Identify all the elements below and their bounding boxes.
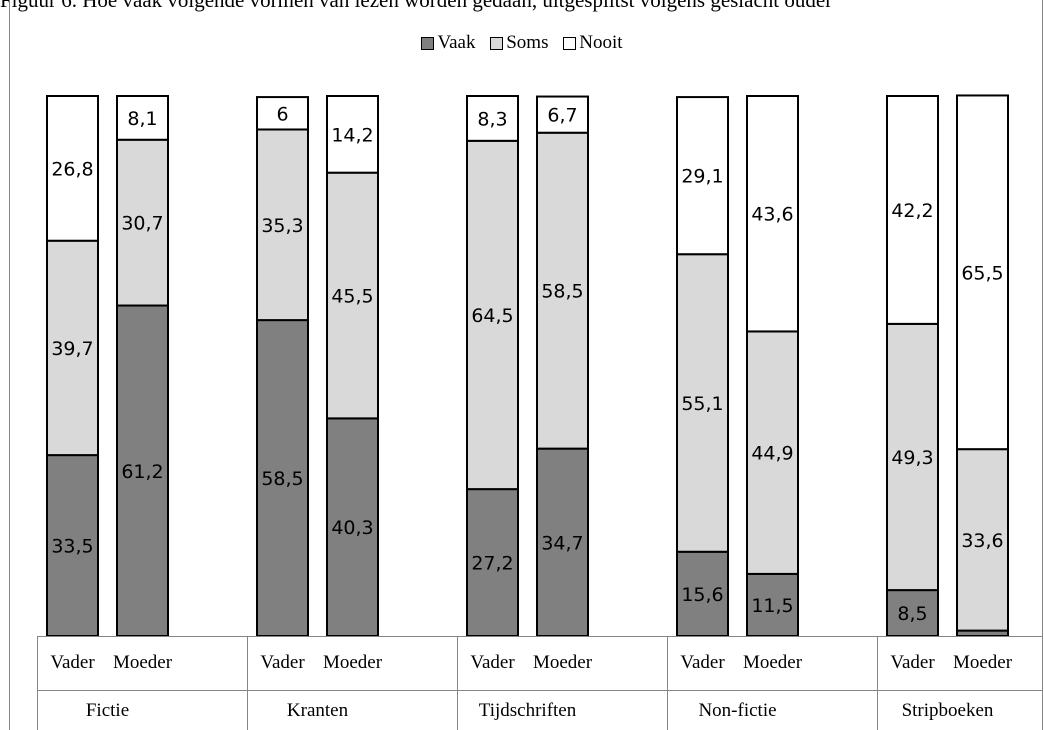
bar-segment-nooit-1 [116,95,169,141]
bar-segment-vaak-2 [256,319,309,637]
x-tick-label-7: Moeder [743,652,803,673]
bar-segment-nooit-2 [256,96,309,131]
x-tick-label-9: Moeder [953,652,1013,673]
bar-segment-soms-2 [256,128,309,322]
bar-segment-nooit-9 [956,94,1009,451]
bar-segment-nooit-5 [536,95,589,134]
bar-segment-vaak-4 [466,488,519,637]
x-group-label-non-fictie: Non-fictie [698,700,776,721]
x-tick-label-2: Vader [260,652,305,673]
data-label-nooit-2: 6 [276,103,288,125]
x-tick-label-6: Vader [680,652,725,673]
bar-segment-soms-5 [536,131,589,450]
data-label-soms-8: 49,3 [891,447,933,469]
bar-segment-soms-7 [746,330,799,575]
data-label-soms-9: 33,6 [961,530,1003,552]
x-group-label-kranten: Kranten [287,700,349,721]
figure-title: Figuur 6. Hoe vaak volgende vormen van l… [0,0,833,12]
legend-item-vaak: Vaak [421,32,475,54]
data-label-nooit-5: 6,7 [547,105,577,127]
data-label-nooit-7: 43,6 [751,204,793,226]
bar-segment-vaak-1 [116,304,169,637]
data-label-nooit-6: 29,1 [681,166,723,188]
data-label-soms-0: 39,7 [51,338,93,360]
x-tick-label-0: Vader [50,652,95,673]
x-group-label-stripboeken: Stripboeken [902,700,994,721]
data-label-vaak-4: 27,2 [471,553,513,575]
bar-segment-soms-6 [676,253,729,553]
bar-segment-soms-0 [46,239,99,457]
legend-item-nooit: Nooit [563,32,623,54]
x-tick-label-4: Vader [470,652,515,673]
legend-label-nooit: Nooit [579,32,623,53]
data-label-nooit-0: 26,8 [51,158,93,180]
x-tick-label-5: Moeder [533,652,593,673]
legend-swatch-soms [490,36,504,50]
data-label-soms-1: 30,7 [121,213,163,235]
data-label-vaak-7: 11,5 [751,595,793,617]
bar-segment-nooit-8 [886,95,939,325]
bar-segment-nooit-7 [746,95,799,333]
bar-segment-vaak-6 [676,550,729,638]
bar-segment-vaak-7 [746,572,799,638]
legend-swatch-vaak [421,36,435,50]
data-label-nooit-9: 65,5 [961,262,1003,284]
data-label-vaak-2: 58,5 [261,468,303,490]
data-label-vaak-5: 34,7 [541,532,583,554]
x-group-label-tijdschriften: Tijdschriften [479,700,577,721]
data-label-soms-4: 64,5 [471,305,513,327]
data-label-soms-2: 35,3 [261,215,303,237]
bar-segment-nooit-3 [326,95,379,174]
chart-legend: Vaak Soms Nooit [0,32,1044,56]
data-label-vaak-1: 61,2 [121,461,163,483]
bar-segment-nooit-0 [46,95,99,242]
legend-label-vaak: Vaak [437,32,476,53]
data-label-vaak-6: 15,6 [681,584,723,606]
x-tick-label-1: Moeder [113,652,173,673]
legend-swatch-nooit [563,36,577,50]
data-label-nooit-1: 8,1 [127,108,157,130]
x-tick-label-8: Vader [890,652,935,673]
legend-item-soms: Soms [490,32,548,54]
data-label-soms-3: 45,5 [331,286,373,308]
bar-segment-vaak-5 [536,447,589,637]
data-label-nooit-4: 8,3 [477,108,507,130]
data-label-soms-6: 55,1 [681,393,723,415]
data-label-nooit-3: 14,2 [331,124,373,146]
data-label-soms-7: 44,9 [751,443,793,465]
legend-label-soms: Soms [506,32,549,53]
x-tick-label-3: Moeder [323,652,383,673]
data-label-nooit-8: 42,2 [891,200,933,222]
x-group-label-fictie: Fictie [86,700,129,721]
bar-segment-soms-4 [466,139,519,491]
bar-segment-soms-8 [886,322,939,592]
data-label-vaak-0: 33,5 [51,536,93,558]
data-label-soms-5: 58,5 [541,281,583,303]
bar-segment-nooit-4 [466,95,519,142]
bar-segment-vaak-3 [326,417,379,637]
bar-segment-nooit-6 [676,96,729,256]
data-label-vaak-8: 8,5 [897,603,927,625]
data-label-vaak-3: 40,3 [331,517,373,539]
